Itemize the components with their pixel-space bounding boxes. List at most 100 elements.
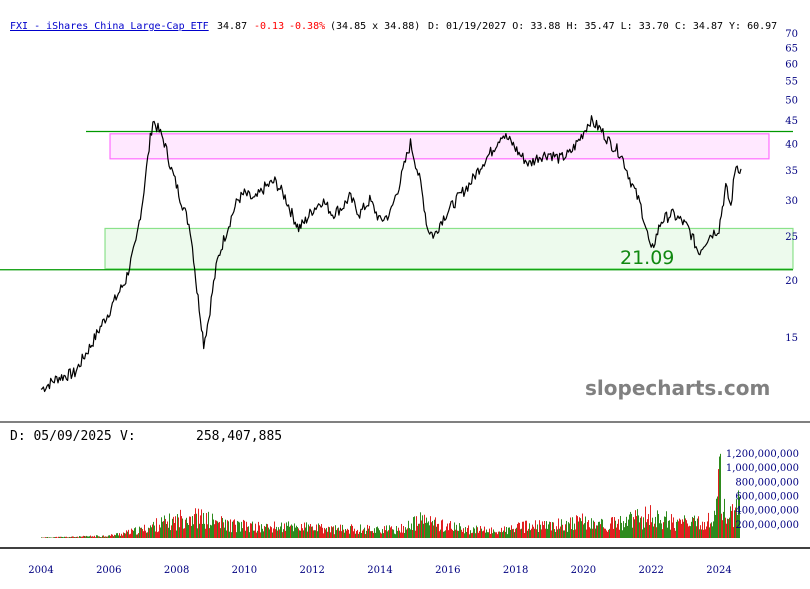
volume-tick-label: 200,000,000 [735,520,799,531]
volume-bar [523,521,524,538]
volume-bar [656,527,657,538]
volume-bar [226,530,227,538]
volume-bar [72,536,73,538]
volume-bar [142,529,143,538]
volume-bar [440,529,441,538]
band-1 [104,227,794,270]
volume-bar [543,525,544,538]
volume-bar [437,523,438,538]
volume-bar [354,528,355,538]
volume-bar [67,537,68,538]
volume-bar [410,529,411,538]
volume-bar [688,526,689,538]
volume-bar [99,536,100,538]
x-tick-label: 2024 [706,565,731,576]
volume-bar [584,523,585,538]
volume-bar [346,530,347,538]
volume-bar [485,532,486,538]
volume-bar [608,529,609,538]
volume-bar [559,528,560,538]
volume-bar [274,521,275,538]
volume-bar [287,525,288,538]
volume-bar [653,526,654,538]
volume-bar [448,530,449,538]
volume-bar [281,522,282,538]
volume-bar [176,530,177,538]
volume-bar [400,532,401,538]
volume-bar [290,525,291,538]
volume-bar [472,532,473,538]
volume-bar [201,509,202,538]
volume-bar [577,516,578,538]
volume-bar [174,522,175,538]
volume-bar [244,520,245,538]
volume-bar [345,528,346,538]
volume-bar [286,522,287,538]
volume-bar [159,524,160,538]
volume-bar [619,529,620,538]
volume-bar [318,523,319,538]
volume-bar [280,526,281,538]
volume-bar [272,532,273,538]
volume-tick-label: 600,000,000 [735,492,799,503]
volume-bar [557,529,558,538]
volume-bar [531,528,532,538]
volume-bar [547,528,548,538]
volume-bar [635,510,636,538]
volume-bar [642,529,643,538]
header-ticker-link[interactable]: FXI - iShares China Large-Cap ETF [10,21,209,32]
volume-bar [412,529,413,538]
volume-bar [46,537,47,538]
volume-bar [125,533,126,538]
volume-bar [56,536,57,538]
volume-bar [444,531,445,538]
volume-bar [212,513,213,538]
volume-bar [370,531,371,538]
volume-bar [384,526,385,538]
volume-bar [224,527,225,538]
volume-bar [510,529,511,538]
volume-bar [222,517,223,538]
volume-bar [549,521,550,538]
volume-bar [270,526,271,538]
volume-bar [284,523,285,538]
volume-bar [705,529,706,538]
volume-bar [349,533,350,538]
volume-bar [375,532,376,538]
volume-bar [372,531,373,538]
volume-bar [356,530,357,538]
volume-bar [732,504,733,538]
volume-bar [539,520,540,538]
volume-bar [421,520,422,538]
volume-bar [341,531,342,538]
volume-bar [79,536,80,538]
volume-bar [70,537,71,538]
volume-bar [266,523,267,538]
volume-bar [590,528,591,538]
volume-bar [380,532,381,538]
volume-bar [110,535,111,538]
volume-bar [285,530,286,538]
volume-bar [629,514,630,538]
volume-bar [486,529,487,538]
volume-bar [105,536,106,538]
x-tick-label: 2018 [503,565,528,576]
volume-bar [433,525,434,538]
volume-bar [152,524,153,538]
volume-bar [542,521,543,538]
volume-bar [684,515,685,538]
volume-bar [254,530,255,538]
volume-bar [686,520,687,538]
volume-bar [491,527,492,538]
volume-bar [132,529,133,538]
price-tick-label: 60 [785,59,798,70]
volume-bar [632,527,633,538]
volume-bar [466,531,467,538]
volume-bar [599,521,600,538]
volume-bar [361,532,362,538]
volume-bar [368,528,369,538]
volume-bar [639,522,640,538]
volume-bar [260,532,261,538]
volume-bar [457,530,458,538]
volume-bar [426,517,427,538]
